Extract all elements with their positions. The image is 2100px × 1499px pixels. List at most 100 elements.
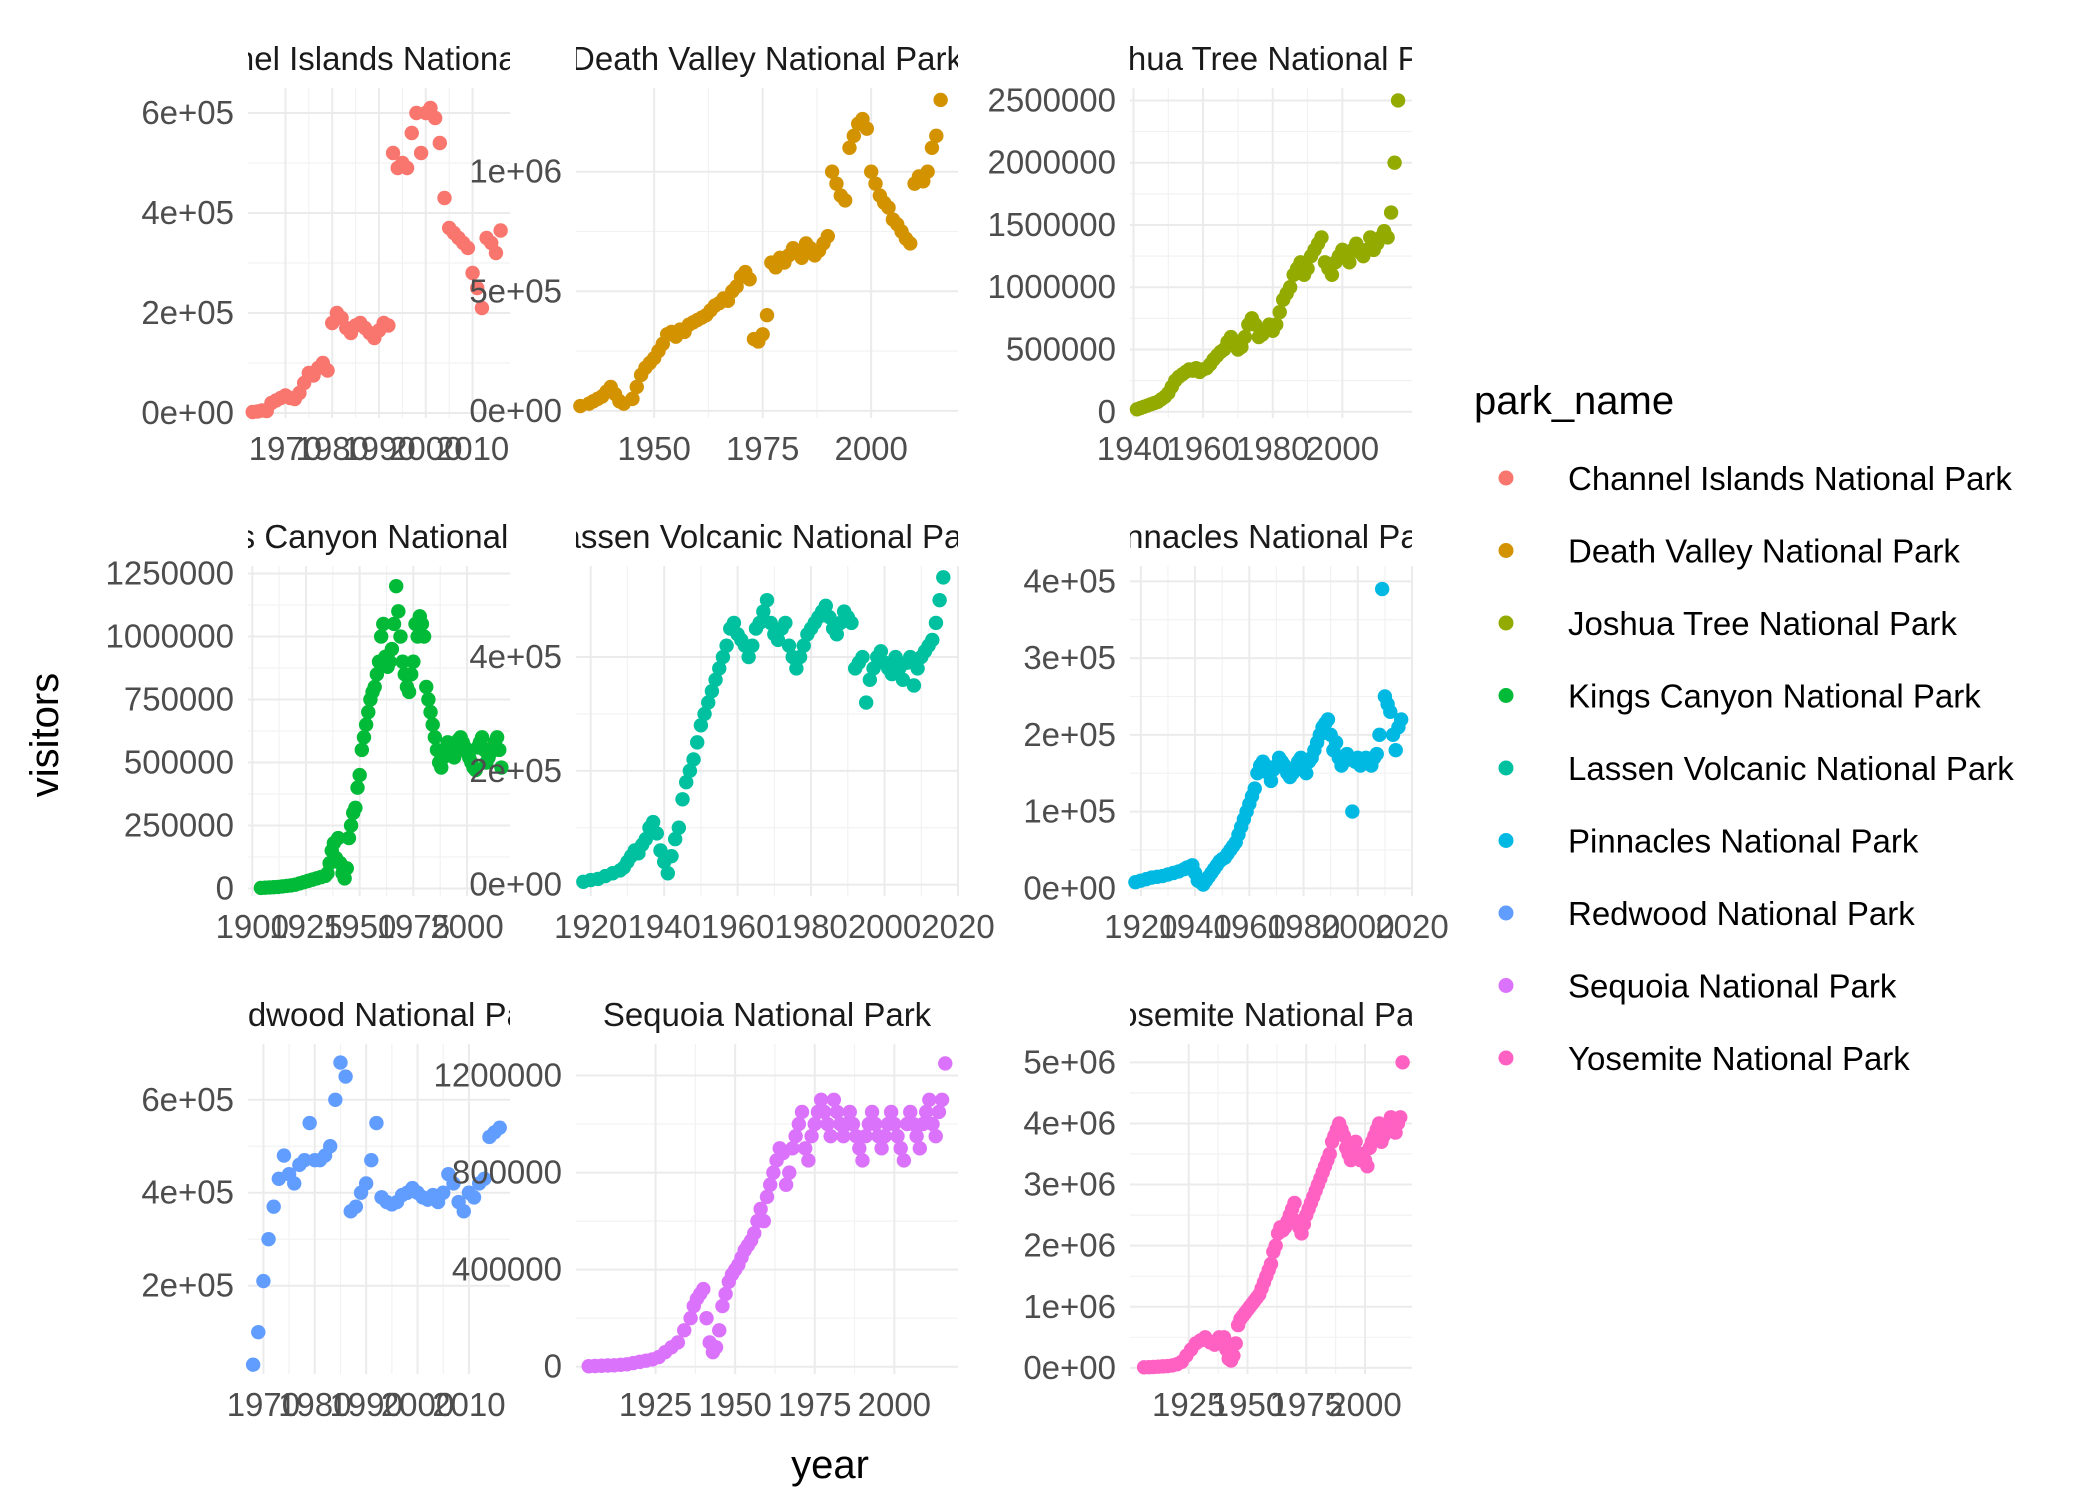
data-point	[873, 644, 889, 659]
data-point	[855, 649, 870, 665]
y-tick-label: 0e+00	[1023, 869, 1116, 906]
data-point	[1336, 1128, 1352, 1143]
y-tick-label: 4e+06	[1023, 1104, 1116, 1141]
data-point	[844, 615, 859, 631]
data-point	[399, 160, 415, 176]
data-point	[297, 1152, 312, 1168]
data-point	[1272, 304, 1287, 320]
data-point	[667, 831, 683, 847]
data-point	[932, 592, 947, 608]
data-point	[755, 327, 770, 342]
data-point	[826, 1092, 842, 1108]
data-point	[912, 1141, 927, 1156]
facet-strip-label: Sequoia National Park	[603, 996, 932, 1033]
data-point	[474, 730, 490, 745]
data-point	[890, 1129, 905, 1144]
data-point	[391, 604, 406, 619]
y-tick-label: 5e+06	[1023, 1043, 1116, 1080]
facet-panel: Death Valley National Park 0e+00 5e+05 1e+0…	[469, 40, 963, 467]
data-point	[699, 1310, 714, 1326]
data-point	[1345, 804, 1360, 819]
x-tick-label: 1990	[329, 1386, 402, 1423]
x-tick-label: 2000	[1306, 430, 1379, 467]
data-point	[1237, 329, 1253, 345]
data-point	[719, 638, 734, 653]
data-point	[712, 1323, 727, 1338]
facet-strip-label: Redwood National Park	[206, 996, 553, 1033]
y-tick-label: 1000000	[988, 268, 1116, 305]
data-point	[759, 1189, 775, 1205]
data-point	[1372, 727, 1387, 743]
data-point	[718, 1286, 733, 1302]
data-point	[1324, 267, 1340, 282]
y-tick-label: 4e+05	[141, 1174, 234, 1211]
data-point	[489, 730, 505, 745]
data-point	[842, 1104, 857, 1120]
data-point	[693, 718, 709, 733]
y-tick-label: 5e+05	[469, 272, 562, 309]
data-point	[682, 763, 698, 779]
y-tick-label: 750000	[124, 681, 234, 718]
y-tick-label: 2500000	[988, 81, 1116, 118]
data-point	[251, 1324, 266, 1340]
data-point	[881, 200, 896, 215]
x-tick-label: 2020	[921, 908, 994, 945]
data-point	[818, 598, 833, 614]
y-tick-label: 2e+06	[1023, 1227, 1116, 1264]
data-point	[492, 742, 507, 758]
legend: park_name Channel Islands National Park D…	[1474, 379, 2014, 1077]
data-point	[322, 1139, 338, 1154]
data-point	[822, 610, 837, 625]
legend-label: Redwood National Park	[1568, 895, 1915, 932]
data-point	[348, 1199, 364, 1214]
data-point	[1247, 781, 1262, 796]
x-tick-label: 1980	[296, 430, 369, 467]
data-point	[1263, 773, 1279, 789]
y-tick-label: 2e+05	[141, 1267, 234, 1304]
legend-label: Death Valley National Park	[1568, 533, 1960, 570]
legend-key	[1498, 615, 1514, 631]
data-point	[920, 164, 935, 179]
x-tick-label: 1975	[778, 1386, 851, 1423]
data-point	[820, 1116, 835, 1132]
data-point	[404, 667, 419, 682]
data-point	[922, 1092, 937, 1108]
facet-panel: Pinnacles National Park 0e+00 1e+05 2e+05 3e…	[1023, 518, 1448, 945]
data-point	[1387, 155, 1402, 170]
data-point	[1328, 735, 1344, 750]
x-tick-label: 1940	[627, 908, 700, 945]
data-point	[388, 578, 404, 594]
data-point	[829, 1104, 845, 1120]
data-point	[829, 176, 844, 191]
data-point	[683, 1310, 698, 1326]
x-tick-label: 1990	[342, 430, 415, 467]
x-tick-label: 2010	[432, 1386, 505, 1423]
data-point	[883, 1104, 899, 1120]
data-point	[1216, 1330, 1232, 1345]
y-tick-label: 1000000	[106, 618, 234, 655]
data-point	[778, 615, 793, 631]
data-point	[864, 1104, 880, 1120]
y-tick-label: 0	[1098, 393, 1116, 430]
data-point	[877, 1129, 892, 1144]
y-tick-label: 4e+05	[1023, 562, 1116, 599]
data-point	[708, 672, 723, 687]
data-point	[406, 654, 421, 669]
x-tick-label: 1980	[1236, 430, 1309, 467]
data-point	[367, 679, 382, 695]
data-point	[338, 1069, 353, 1084]
legend-label: Pinnacles National Park	[1568, 823, 1919, 860]
data-point	[929, 128, 944, 144]
data-point	[903, 649, 918, 665]
data-point	[741, 649, 756, 665]
data-point	[794, 1104, 810, 1120]
data-point	[474, 300, 490, 316]
data-point	[781, 638, 797, 653]
data-point	[1263, 1256, 1279, 1272]
data-point	[938, 1056, 953, 1071]
data-point	[788, 1129, 803, 1144]
data-point	[350, 780, 365, 795]
legend-key	[1498, 688, 1514, 703]
facet-strip-label: Death Valley National Park	[571, 40, 963, 77]
